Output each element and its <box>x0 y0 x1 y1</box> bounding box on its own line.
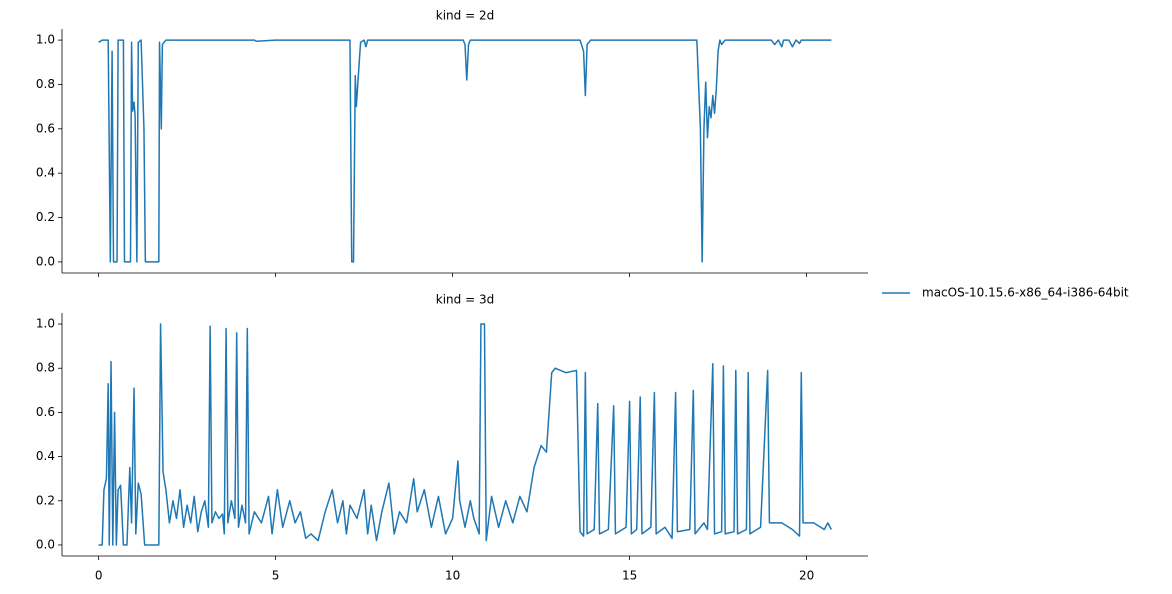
y-tick-label: 0.8 <box>36 361 55 375</box>
y-tick-label: 0.0 <box>36 537 55 551</box>
y-tick-label: 0.4 <box>36 166 55 180</box>
y-tick-label: 0.2 <box>36 493 55 507</box>
x-tick-label: 10 <box>445 569 460 583</box>
y-tick-label: 1.0 <box>36 33 55 47</box>
y-tick-label: 0.8 <box>36 77 55 91</box>
panel-title: kind = 3d <box>436 293 494 307</box>
y-tick-label: 1.0 <box>36 317 55 331</box>
x-tick-label: 20 <box>799 569 814 583</box>
y-tick-label: 0.4 <box>36 449 55 463</box>
y-tick-label: 0.6 <box>36 405 55 419</box>
x-tick-label: 0 <box>95 569 103 583</box>
y-tick-label: 0.2 <box>36 210 55 224</box>
y-tick-label: 0.0 <box>36 254 55 268</box>
panel-title: kind = 2d <box>436 9 494 23</box>
x-tick-label: 5 <box>272 569 280 583</box>
y-tick-label: 0.6 <box>36 121 55 135</box>
data-line <box>98 39 832 263</box>
legend-label: macOS-10.15.6-x86_64-i386-64bit <box>922 286 1129 300</box>
x-tick-label: 15 <box>622 569 637 583</box>
data-line <box>98 323 833 546</box>
